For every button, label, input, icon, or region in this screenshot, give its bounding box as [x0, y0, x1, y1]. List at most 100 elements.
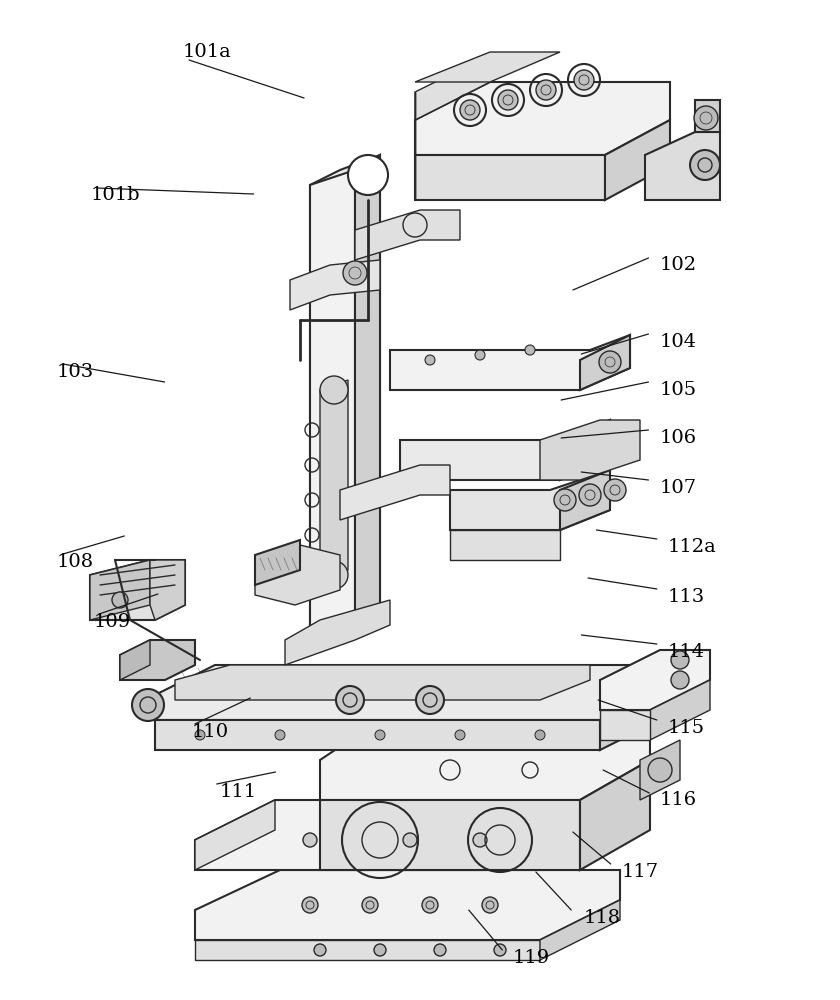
Circle shape: [494, 944, 506, 956]
Polygon shape: [175, 665, 590, 700]
Polygon shape: [195, 800, 275, 870]
Polygon shape: [600, 710, 650, 740]
Circle shape: [604, 479, 626, 501]
Circle shape: [320, 376, 348, 404]
Circle shape: [525, 345, 535, 355]
Circle shape: [275, 730, 285, 740]
Polygon shape: [255, 545, 340, 605]
Polygon shape: [155, 720, 600, 750]
Polygon shape: [340, 465, 450, 520]
Polygon shape: [645, 132, 720, 200]
Circle shape: [455, 730, 465, 740]
Polygon shape: [390, 335, 630, 390]
Text: 118: 118: [584, 909, 621, 927]
Polygon shape: [560, 420, 610, 480]
Polygon shape: [540, 420, 640, 480]
Circle shape: [671, 671, 689, 689]
Circle shape: [648, 758, 672, 782]
Polygon shape: [450, 530, 560, 560]
Polygon shape: [290, 260, 380, 310]
Polygon shape: [640, 740, 680, 800]
Polygon shape: [310, 155, 380, 650]
Polygon shape: [600, 690, 660, 750]
Text: 101b: 101b: [91, 186, 140, 204]
Polygon shape: [605, 120, 670, 200]
Circle shape: [460, 100, 480, 120]
Text: 112a: 112a: [668, 538, 717, 556]
Circle shape: [320, 561, 348, 589]
Text: 103: 103: [57, 363, 94, 381]
Circle shape: [579, 484, 601, 506]
Polygon shape: [600, 650, 710, 710]
Polygon shape: [285, 600, 390, 665]
Circle shape: [132, 689, 164, 721]
Circle shape: [482, 897, 498, 913]
Polygon shape: [650, 680, 710, 740]
Text: 102: 102: [659, 256, 696, 274]
Circle shape: [422, 897, 438, 913]
Polygon shape: [320, 720, 650, 800]
Circle shape: [694, 106, 718, 130]
Polygon shape: [195, 870, 620, 940]
Circle shape: [498, 90, 518, 110]
Polygon shape: [695, 100, 720, 132]
Text: 119: 119: [512, 949, 549, 967]
Circle shape: [425, 355, 435, 365]
Circle shape: [574, 70, 594, 90]
Circle shape: [336, 686, 364, 714]
Polygon shape: [415, 52, 560, 82]
Text: 108: 108: [57, 553, 94, 571]
Polygon shape: [450, 470, 610, 530]
Circle shape: [314, 944, 326, 956]
Polygon shape: [415, 155, 605, 200]
Polygon shape: [150, 560, 185, 620]
Polygon shape: [120, 640, 150, 680]
Circle shape: [302, 897, 318, 913]
Circle shape: [475, 350, 485, 360]
Text: 107: 107: [659, 479, 696, 497]
Text: 104: 104: [659, 333, 696, 351]
Polygon shape: [560, 470, 610, 530]
Polygon shape: [195, 800, 560, 870]
Circle shape: [343, 261, 367, 285]
Polygon shape: [195, 940, 540, 960]
Polygon shape: [355, 155, 380, 630]
Polygon shape: [90, 560, 150, 620]
Polygon shape: [580, 760, 650, 870]
Circle shape: [112, 592, 128, 608]
Text: 113: 113: [668, 588, 705, 606]
Circle shape: [590, 445, 610, 465]
Circle shape: [375, 730, 385, 740]
Circle shape: [535, 730, 545, 740]
Text: 116: 116: [659, 791, 696, 809]
Polygon shape: [155, 665, 660, 720]
Circle shape: [554, 489, 576, 511]
Circle shape: [348, 155, 388, 195]
Text: 106: 106: [659, 429, 696, 447]
Polygon shape: [255, 540, 300, 585]
Polygon shape: [580, 335, 630, 390]
Text: 101a: 101a: [183, 43, 232, 61]
Circle shape: [374, 944, 386, 956]
Polygon shape: [415, 55, 490, 120]
Polygon shape: [400, 420, 610, 480]
Polygon shape: [540, 900, 620, 960]
Polygon shape: [310, 170, 355, 650]
Polygon shape: [320, 800, 580, 870]
Text: 117: 117: [622, 863, 659, 881]
Circle shape: [303, 833, 317, 847]
Circle shape: [565, 445, 585, 465]
Text: 109: 109: [94, 613, 131, 631]
Circle shape: [403, 833, 417, 847]
Text: 105: 105: [659, 381, 696, 399]
Polygon shape: [320, 380, 348, 580]
Circle shape: [416, 686, 444, 714]
Circle shape: [599, 351, 621, 373]
Text: 111: 111: [220, 783, 257, 801]
Circle shape: [671, 651, 689, 669]
Circle shape: [362, 897, 378, 913]
Polygon shape: [415, 82, 670, 155]
Polygon shape: [355, 210, 460, 260]
Text: 115: 115: [668, 719, 705, 737]
Circle shape: [434, 944, 446, 956]
